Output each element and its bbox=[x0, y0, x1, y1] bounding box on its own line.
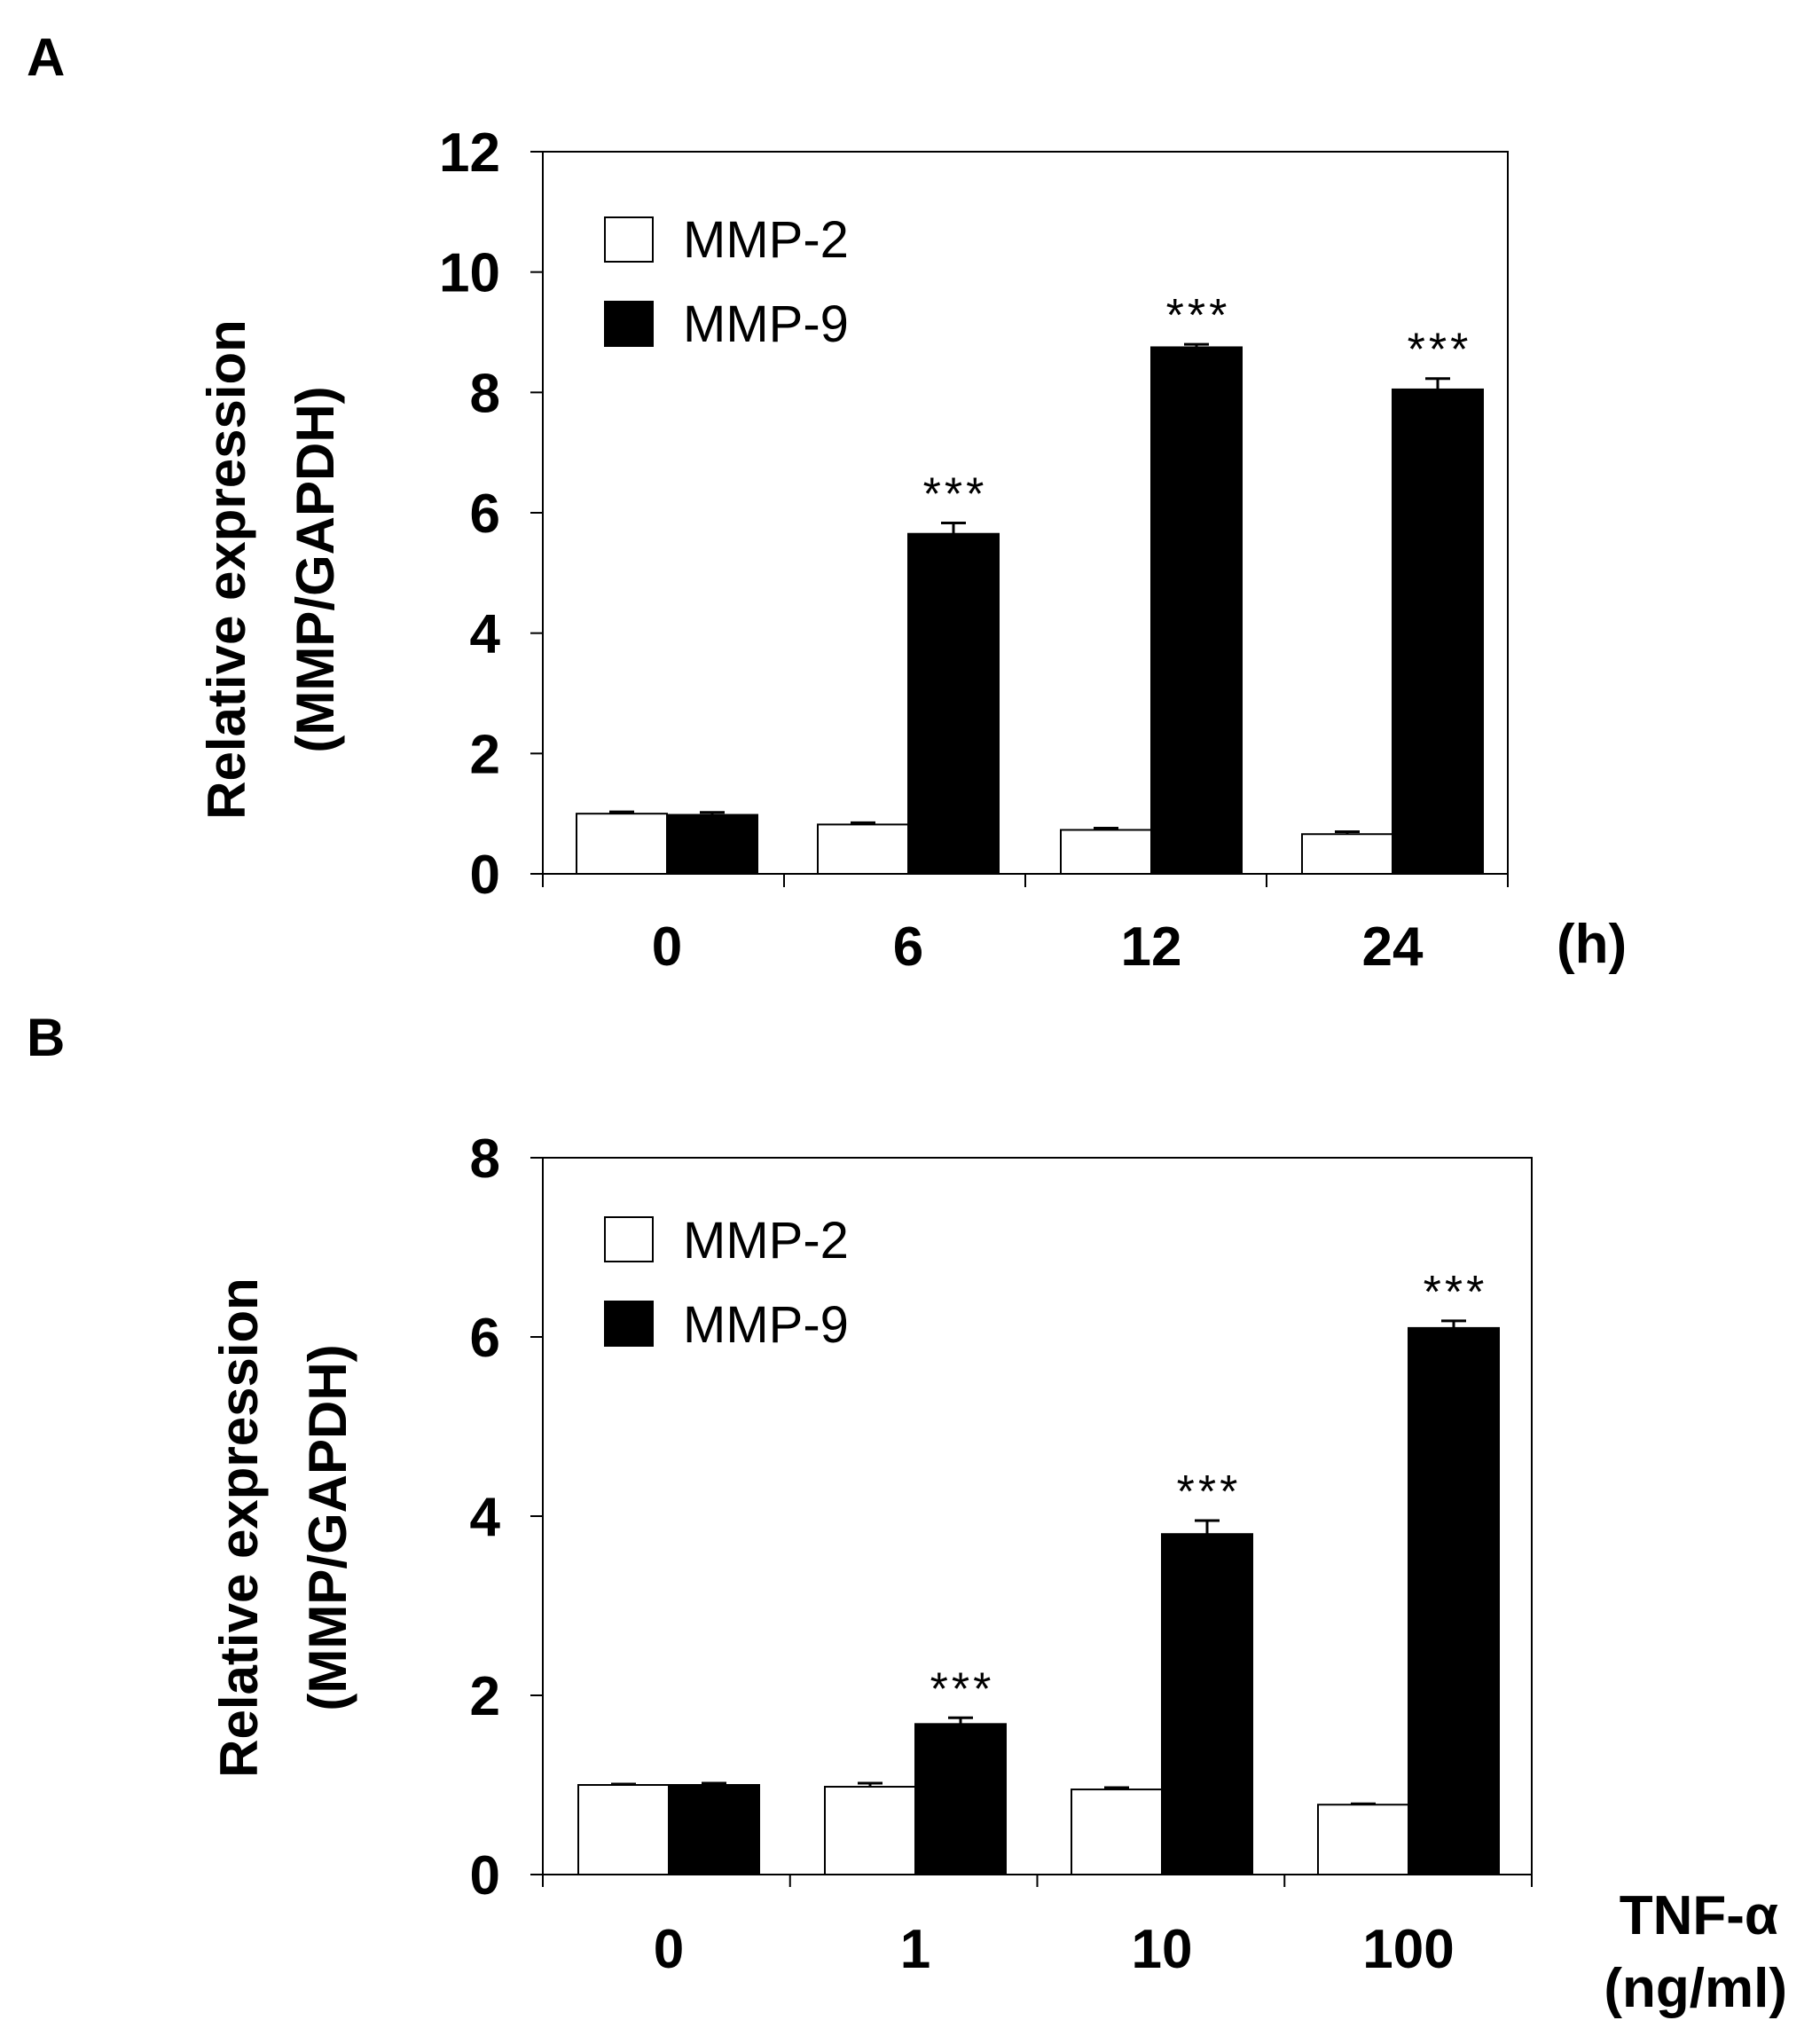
panel-a-x-tick-labels: 0 6 12 24 bbox=[652, 916, 1424, 978]
panel-b-significance: *** *** *** bbox=[930, 1267, 1488, 1715]
panel-b-x-unit-line2: (ng/ml) bbox=[1604, 1958, 1787, 2019]
panel-b-x-unit-line1: TNF-α bbox=[1620, 1885, 1778, 1946]
panel-b-bars bbox=[577, 1326, 1500, 1876]
panel-b-bar-mmp9-100 bbox=[1408, 1326, 1500, 1875]
panel-b: B Relative expression (MMP/GAPDH) 02468 … bbox=[27, 1008, 1787, 2019]
panel-a-x-tick-label: 12 bbox=[1121, 916, 1182, 978]
panel-b-bar-mmp2-1 bbox=[824, 1786, 916, 1876]
panel-a-legend: MMP-2 MMP-9 bbox=[604, 211, 849, 353]
panel-b-bar-mmp9-10 bbox=[1161, 1533, 1253, 1875]
panel-b-significance-stars: *** bbox=[1424, 1267, 1488, 1318]
panel-a-y-tick-label: 0 bbox=[470, 845, 500, 906]
panel-a: A Relative expression (MMP/GAPDH) 024681… bbox=[27, 28, 1627, 978]
panel-a-legend-swatch-mmp2 bbox=[604, 216, 654, 263]
panel-b-x-tick-label: 10 bbox=[1132, 1919, 1193, 1980]
panel-b-significance-stars: *** bbox=[1177, 1466, 1242, 1518]
panel-a-legend-label-mmp9: MMP-9 bbox=[683, 295, 849, 353]
panel-b-x-tick-label: 100 bbox=[1362, 1919, 1454, 1980]
panel-b-y-tick-label: 2 bbox=[470, 1666, 500, 1727]
panel-a-y-tick-label: 2 bbox=[470, 724, 500, 785]
panel-b-bar-mmp2-0 bbox=[577, 1784, 670, 1875]
panel-b-y-ticks: 0 2 4 6 8 bbox=[470, 1128, 543, 1906]
panel-a-x-tick-label: 6 bbox=[893, 916, 923, 978]
panel-a-y-tick-label: 12 bbox=[439, 122, 500, 184]
panel-a-x-tick-label: 0 bbox=[652, 916, 682, 978]
panel-b-bar-mmp9-0 bbox=[668, 1784, 760, 1875]
panel-b-legend-label-mmp9: MMP-9 bbox=[683, 1296, 849, 1354]
panel-b-y-tick-label: 0 bbox=[470, 1845, 500, 1906]
panel-b-bar-mmp9-1 bbox=[914, 1723, 1007, 1875]
panel-a-x-unit: (h) bbox=[1557, 914, 1627, 975]
panel-b-legend-swatch-mmp9 bbox=[604, 1301, 654, 1347]
panel-a-y-tick-label: 8 bbox=[470, 363, 500, 424]
panel-b-bar-mmp2-100 bbox=[1317, 1804, 1409, 1875]
panel-a-y-tick-label: 6 bbox=[470, 483, 500, 545]
panel-a-bar-mmp9-12 bbox=[1150, 346, 1243, 876]
panel-a-significance: *** *** *** bbox=[923, 290, 1472, 521]
panel-a-bar-mmp2-12 bbox=[1060, 829, 1152, 876]
panel-b-y-tick-label: 4 bbox=[470, 1487, 501, 1548]
panel-b-significance-stars: *** bbox=[930, 1663, 995, 1715]
panel-a-error-bars bbox=[609, 342, 1450, 835]
panel-a-y-axis-label-line2: (MMP/GAPDH) bbox=[286, 386, 345, 752]
panel-a-y-tick-label: 10 bbox=[439, 243, 500, 304]
panel-b-y-axis-label-line1: Relative expression bbox=[209, 1278, 269, 1778]
panel-b-x-tick-labels: 0 1 10 100 bbox=[654, 1919, 1455, 1980]
panel-a-legend-label-mmp2: MMP-2 bbox=[683, 211, 849, 269]
panel-a-bar-mmp9-0 bbox=[666, 814, 758, 875]
panel-b-x-tick-label: 0 bbox=[654, 1919, 684, 1980]
panel-b-x-tick-label: 1 bbox=[900, 1919, 930, 1980]
panel-a-y-tick-label: 4 bbox=[470, 604, 501, 665]
panel-b-bar-mmp2-10 bbox=[1071, 1788, 1163, 1876]
panel-b-error-bars bbox=[611, 1319, 1466, 1805]
panel-a-bars bbox=[576, 346, 1484, 876]
panel-b-y-axis-label-line2: (MMP/GAPDH) bbox=[298, 1344, 357, 1710]
panel-a-legend-swatch-mmp9 bbox=[604, 301, 654, 347]
panel-a-letter: A bbox=[27, 28, 65, 87]
panel-a-x-tick-label: 24 bbox=[1362, 916, 1424, 978]
panel-a-y-axis-label-line1: Relative expression bbox=[197, 319, 256, 820]
panel-b-legend: MMP-2 MMP-9 bbox=[604, 1212, 849, 1354]
panel-a-bar-mmp9-6 bbox=[907, 532, 1000, 875]
panel-a-significance-stars: *** bbox=[1166, 290, 1231, 342]
panel-b-y-tick-label: 8 bbox=[470, 1128, 500, 1190]
panel-b-letter: B bbox=[27, 1008, 65, 1067]
panel-a-significance-stars: *** bbox=[1408, 325, 1472, 376]
panel-b-y-tick-label: 6 bbox=[470, 1308, 500, 1369]
panel-a-bar-mmp2-0 bbox=[576, 813, 668, 876]
panel-b-legend-label-mmp2: MMP-2 bbox=[683, 1212, 849, 1270]
panel-a-bar-mmp2-24 bbox=[1301, 833, 1393, 875]
panel-a-bar-mmp9-24 bbox=[1392, 388, 1484, 876]
panel-a-significance-stars: *** bbox=[923, 469, 988, 521]
panel-a-x-ticks bbox=[542, 874, 1509, 887]
panel-a-bar-mmp2-6 bbox=[817, 823, 909, 875]
panel-b-x-ticks bbox=[542, 1875, 1533, 1887]
panel-b-legend-swatch-mmp2 bbox=[604, 1216, 654, 1262]
panel-a-y-ticks: 0 2 4 6 8 10 12 bbox=[439, 122, 543, 906]
